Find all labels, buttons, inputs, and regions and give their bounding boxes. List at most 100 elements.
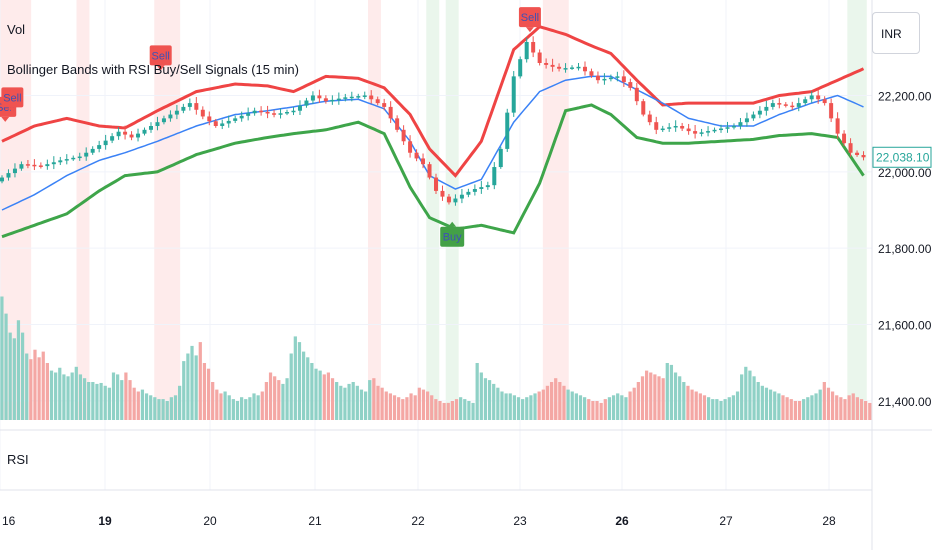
volume-bar [66,376,70,420]
candle-body [498,148,503,168]
candle-body [181,106,186,111]
volume-bar [157,399,161,420]
volume-bar [446,402,450,420]
volume-bar [70,372,74,420]
volume-bar [116,374,120,420]
candle-body [187,103,192,107]
volume-bar [368,380,372,420]
volume-bar [649,372,653,420]
y-tick-label: 21,800.00 [878,242,932,256]
volume-bar [570,391,574,420]
volume-label: Vol [7,22,26,37]
candle-body [796,103,801,107]
sell-zone [154,0,181,420]
candle-body [628,82,633,88]
volume-bar [49,370,54,420]
candle-body [239,115,244,119]
buy-signal-pointer [448,221,457,227]
signal-badges: SellSellSellBuySell [0,7,541,247]
candle-body [123,131,128,135]
candle-body [323,98,328,102]
volume-bar [496,387,500,420]
volume-bar [268,372,273,420]
volume-bar [54,372,58,420]
volume-bar [826,387,831,420]
volume-bar [215,389,219,420]
last-price-tag [872,146,932,168]
currency-selector[interactable]: INR [872,12,920,54]
candle-body [64,159,69,161]
volume-bar [764,387,769,420]
volume-bar [653,374,657,420]
candle-body [194,103,199,110]
volume-bar [702,395,707,420]
candle-body [738,122,743,126]
volume-bar [537,391,541,420]
volume-bar [657,376,661,420]
candle-body [291,110,296,113]
volume-bar [239,397,244,420]
volume-bar [760,385,764,420]
volume-bar [91,382,95,420]
candle-body [110,136,115,141]
x-tick-label: 27 [719,514,733,528]
candle-body [174,110,179,115]
volume-bar [806,397,810,420]
sell-signal-badge [149,45,172,66]
candle-body [161,118,166,123]
volume-bar [87,382,91,420]
candles [0,36,866,206]
candle-body [492,167,497,186]
candle-body [200,109,205,117]
volume-bar [731,395,736,420]
candle-body [518,59,523,77]
candle-body [647,114,652,123]
bollinger-bands [1,25,865,239]
candle-body [693,131,698,134]
volume-bar [8,332,12,420]
candle-body [310,95,315,101]
volume-bar [314,368,318,420]
candle-body [803,99,808,104]
candle-body [382,103,387,107]
candle-body [719,128,724,131]
candle-body [582,66,587,72]
volume-bar [58,367,62,420]
volume-bar [306,357,310,420]
candle-body [285,112,290,114]
volume-bar [545,385,550,420]
candle-body [155,122,160,126]
volume-bar [463,399,467,420]
volume-bar [632,387,636,420]
candle-body [142,129,147,134]
volume-bar [818,389,822,420]
indicator-title[interactable]: Bollinger Bands with RSI Buy/Sell Signal… [7,62,299,77]
volume-bar [554,378,558,420]
volume-bar [645,370,649,420]
candle-body [446,196,451,203]
candle-body [259,110,264,113]
volume-bar [425,391,430,420]
volume-bar [740,374,744,420]
candle-body [71,157,76,160]
volume-bar [516,397,521,420]
sell-signal-badge [518,7,541,28]
volume-bar [855,397,860,420]
volume-bar [248,397,252,420]
volume-bar [173,395,178,420]
volume-bar [830,391,835,420]
candle-body [641,101,646,115]
candle-body [531,42,536,53]
volume-bar [161,399,165,420]
candle-body [51,162,56,165]
sell-signal-label: Sell [152,50,170,62]
volume-bar [25,353,29,420]
volume-bar [549,382,554,420]
candle-body [148,126,153,130]
rsi-pane-label[interactable]: RSI [7,452,29,467]
candle-body [246,113,251,116]
volume-bar [260,391,264,420]
volume-bar [335,382,339,420]
candle-body [453,198,458,203]
